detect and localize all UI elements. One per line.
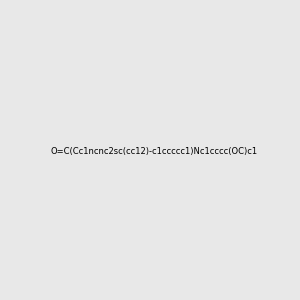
Text: O=C(Cc1ncnc2sc(cc12)-c1ccccc1)Nc1cccc(OC)c1: O=C(Cc1ncnc2sc(cc12)-c1ccccc1)Nc1cccc(OC… — [50, 147, 257, 156]
